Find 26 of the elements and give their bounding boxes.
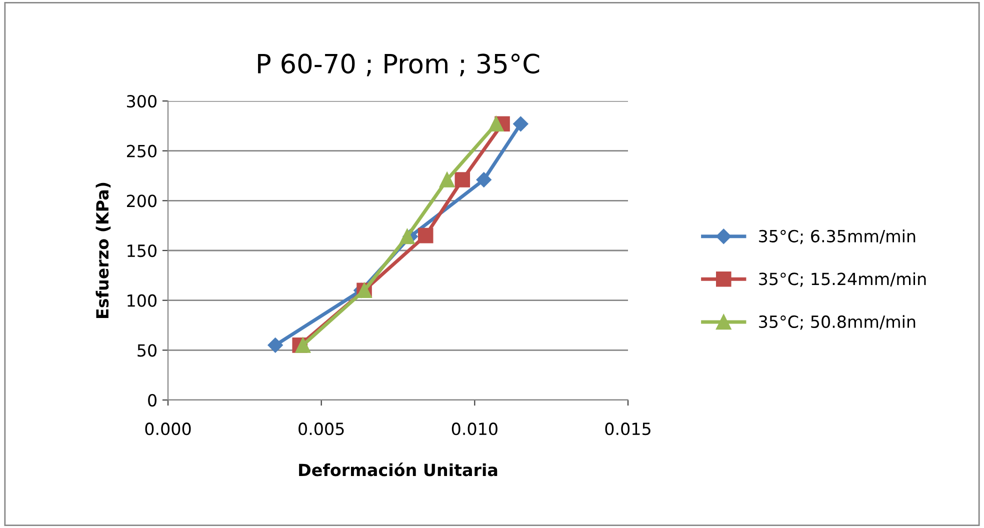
y-axis-title: Esfuerzo (KPa) xyxy=(96,182,111,318)
point xyxy=(268,338,283,353)
y-tick-label: 50 xyxy=(138,344,156,357)
point xyxy=(418,228,434,244)
x-tick-label: 0.005 xyxy=(298,422,344,436)
x-axis-title: Deformación Unitaria xyxy=(299,462,498,476)
y-tick-label: 100 xyxy=(128,294,156,307)
point xyxy=(400,228,415,244)
y-tick-label: 150 xyxy=(128,244,156,258)
legend-label: 35°C; 6.35mm/min xyxy=(759,230,916,244)
point xyxy=(476,172,492,188)
point xyxy=(454,172,470,188)
point xyxy=(513,116,528,132)
y-tick-label: 0 xyxy=(148,394,156,407)
chart-title: P 60-70 ; Prom ; 35°C xyxy=(258,54,540,76)
x-tick-label: 0.015 xyxy=(605,422,650,436)
y-tick-label: 250 xyxy=(126,144,156,158)
x-tick-label: 0.000 xyxy=(145,422,191,436)
point xyxy=(439,172,455,188)
point xyxy=(488,116,504,132)
legend-label: 35°C; 15.24mm/min xyxy=(759,272,926,287)
x-tick-label: 0.010 xyxy=(452,422,498,436)
point xyxy=(295,338,311,353)
y-tick-label: 300 xyxy=(127,94,156,108)
legend-label: 35°C; 50.8mm/min xyxy=(759,315,916,330)
y-tick-label: 200 xyxy=(126,194,156,208)
